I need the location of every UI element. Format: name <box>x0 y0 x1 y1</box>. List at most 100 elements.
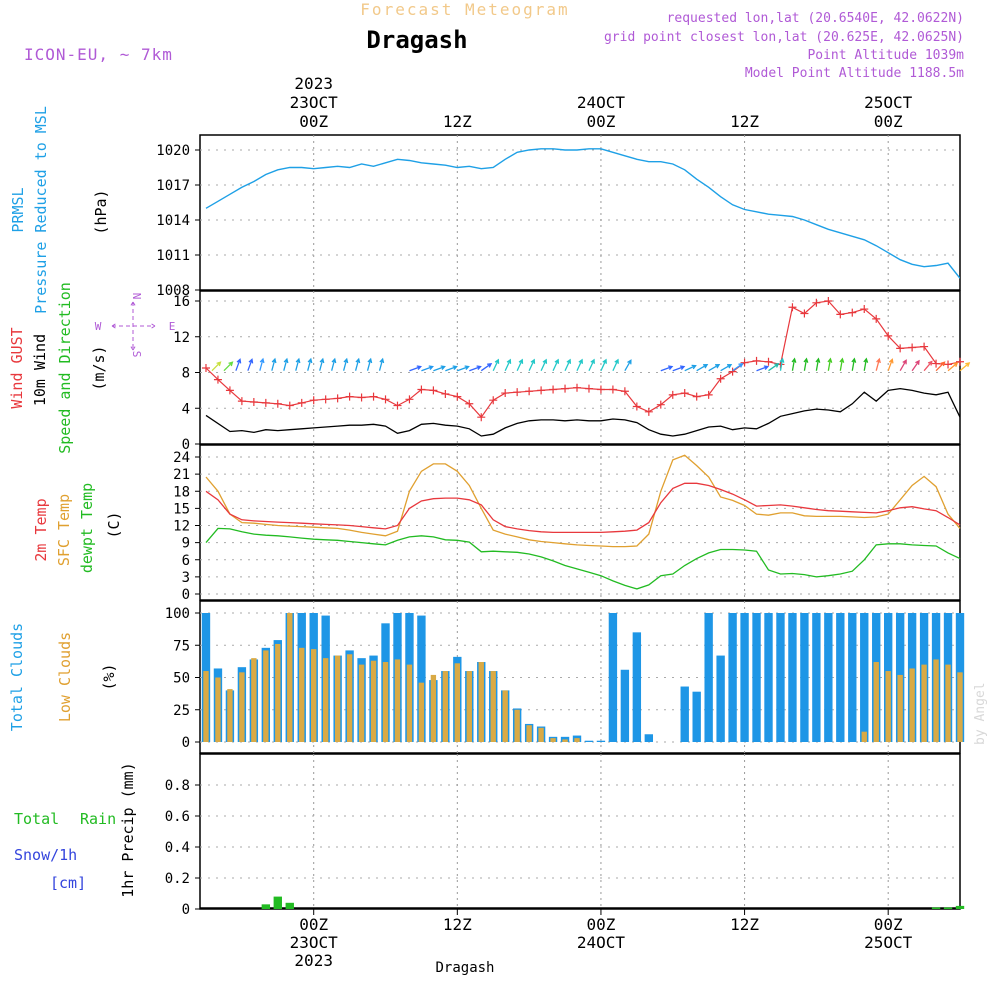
gust-marker <box>213 375 222 384</box>
precip-tick-label: 0.8 <box>165 778 190 794</box>
wind-direction-arrow <box>887 358 894 371</box>
low-cloud-bar <box>251 658 257 742</box>
wind-direction-arrow <box>211 361 222 372</box>
low-cloud-bar <box>502 690 508 742</box>
gust-marker <box>297 398 306 407</box>
low-cloud-bar <box>275 643 281 742</box>
wind-direction-arrow <box>756 365 770 372</box>
gust-marker <box>632 402 641 411</box>
wind-direction-arrow <box>259 357 265 371</box>
temperature-tick-label: 12 <box>173 519 190 535</box>
grid-point-lonlat: grid point closest lon,lat (20.625E, 42.… <box>604 30 964 45</box>
wind-direction-arrow <box>684 364 697 372</box>
clouds-tick-label: 25 <box>173 703 190 719</box>
wind-direction-arrow <box>564 358 572 371</box>
low-cloud-bar <box>418 682 425 742</box>
wind-direction-arrow <box>528 358 536 371</box>
total-cloud-bar <box>704 613 713 742</box>
top-tick-label: 00Z <box>299 112 328 131</box>
temperature-tick-label: 24 <box>173 450 190 466</box>
gust-marker <box>944 360 953 369</box>
gust-marker <box>441 389 450 398</box>
gust-marker <box>249 397 258 406</box>
total-cloud-bar <box>860 613 869 742</box>
panel-label: PRMSL <box>9 187 27 232</box>
panel-label: (C) <box>105 511 123 538</box>
wind-direction-arrow <box>576 358 583 371</box>
bottom-tick-label: 00Z <box>586 915 615 934</box>
wind-direction-arrow <box>409 365 422 372</box>
wind-direction-arrow <box>504 358 512 371</box>
rain-bar <box>273 896 282 909</box>
top-tick-label: 2023 <box>294 74 333 93</box>
clouds-tick-label: 100 <box>165 606 190 622</box>
wind-direction-arrow <box>947 362 959 372</box>
low-cloud-bar <box>921 664 927 742</box>
wind-direction-arrow <box>469 365 482 372</box>
point-altitude: Point Altitude 1039m <box>807 48 964 63</box>
total-cloud-bar <box>680 686 689 742</box>
wind-direction-arrow <box>863 357 869 371</box>
gust-marker <box>824 297 833 305</box>
gust-marker <box>237 397 246 406</box>
wind-direction-arrow <box>354 357 361 371</box>
temperature-tick-label: 6 <box>182 553 190 569</box>
pressure-tick-label: 1017 <box>156 178 190 194</box>
wind-tick-label: 8 <box>182 366 190 382</box>
low-cloud-bar <box>873 662 879 742</box>
total-cloud-bar <box>620 669 630 742</box>
total-cloud-bar <box>848 613 857 742</box>
low-cloud-bar <box>239 672 245 742</box>
low-cloud-bar <box>227 689 233 742</box>
wind-frame <box>199 290 961 445</box>
wind-direction-arrow <box>827 357 833 371</box>
total-cloud-bar <box>836 613 845 742</box>
pressure-line <box>205 148 960 279</box>
top-tick-label: 23OCT <box>290 93 339 112</box>
temperature-frame <box>199 444 961 601</box>
precip-tick-label: 0.6 <box>165 809 190 825</box>
precip-tick-label: 0 <box>182 902 190 918</box>
clouds-tick-label: 0 <box>182 735 190 751</box>
wind-direction-arrow <box>516 358 524 371</box>
rain-bar <box>261 904 271 909</box>
low-cloud-bar <box>478 662 484 742</box>
panel-label: Pressure Reduced to MSL <box>32 106 50 314</box>
pressure-tick-label: 1014 <box>156 213 190 229</box>
bottom-time-axis: 00Z23OCT202312Z00Z24OCT12Z00Z25OCT12Z <box>290 909 913 970</box>
panel-label: (hPa) <box>92 189 110 234</box>
wind-direction-arrow <box>815 357 821 371</box>
bottom-tick-label: 00Z <box>874 915 903 934</box>
gust-marker <box>309 396 318 405</box>
gust-marker <box>956 357 964 366</box>
low-cloud-bar <box>538 727 544 742</box>
wind-tick-label: 16 <box>173 294 190 310</box>
rain-bar <box>955 905 965 909</box>
wind-direction-arrow <box>331 357 337 371</box>
wind-direction-arrow <box>445 365 458 372</box>
wind-direction-arrow <box>959 362 971 372</box>
wind-direction-arrow <box>366 357 373 371</box>
gust-marker <box>561 384 570 393</box>
low-cloud-bar <box>346 654 353 742</box>
gust-marker <box>321 395 330 404</box>
wind-tick-label: 12 <box>173 330 190 346</box>
gust-marker <box>740 358 749 367</box>
wind-direction-arrow <box>911 359 920 372</box>
gust-marker <box>596 385 605 394</box>
temperature-tick-label: 9 <box>182 536 190 552</box>
wind-direction-arrow <box>588 358 595 371</box>
gust-marker <box>501 389 510 398</box>
gust-marker <box>465 399 474 408</box>
low-cloud-bar <box>526 725 532 742</box>
wind-direction-arrow <box>839 357 845 371</box>
gust-marker <box>273 399 282 408</box>
requested-lonlat: requested lon,lat (20.6540E, 42.0622N) <box>667 11 964 26</box>
gust-marker <box>345 392 354 401</box>
gust-marker <box>261 398 270 407</box>
gust-marker <box>872 314 881 323</box>
precip-legend-label: Total <box>14 810 59 828</box>
total-cloud-bar <box>584 740 594 742</box>
panel-label: Speed and Direction <box>56 282 74 454</box>
